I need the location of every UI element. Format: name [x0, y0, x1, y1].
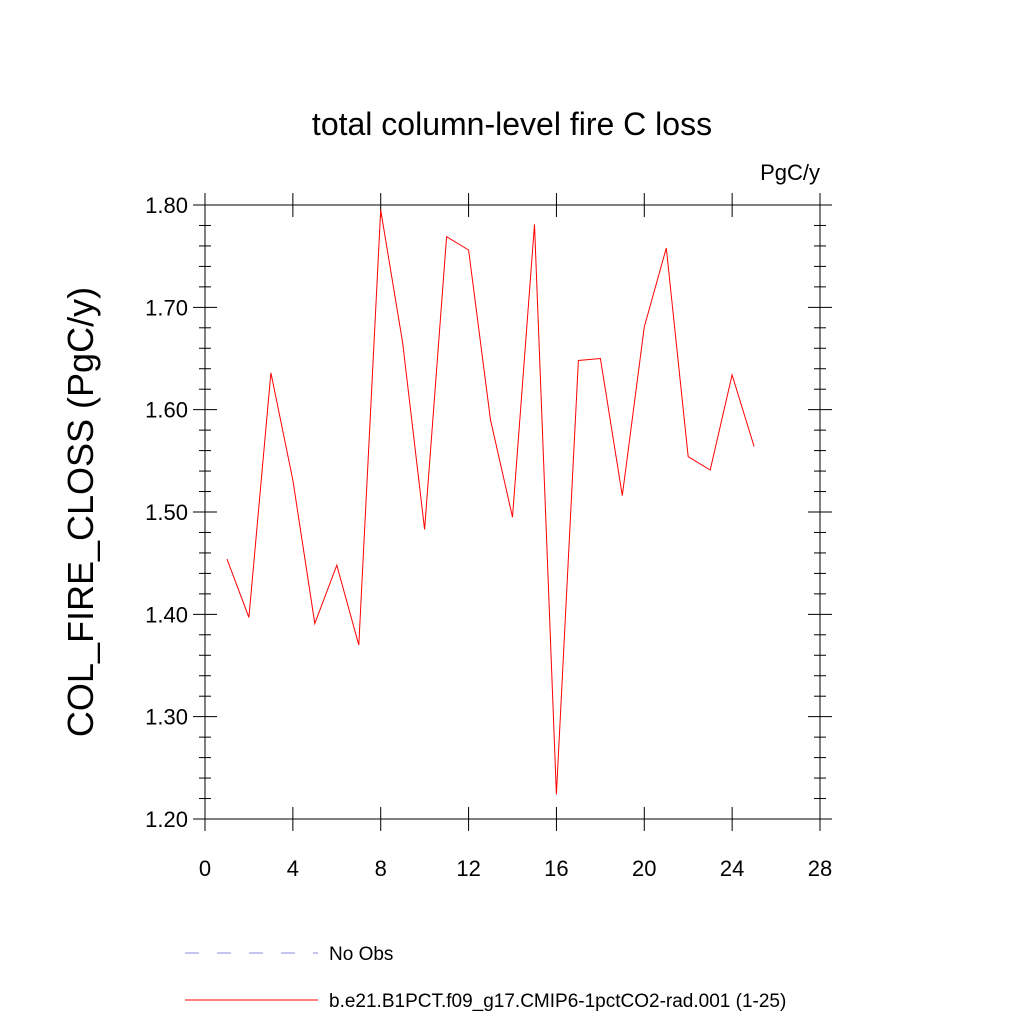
y-tick-label: 1.20 — [145, 807, 188, 832]
y-tick-label: 1.40 — [145, 602, 188, 627]
x-tick-label: 20 — [632, 856, 656, 881]
x-tick-label: 12 — [456, 856, 480, 881]
y-tick-label: 1.80 — [145, 193, 188, 218]
y-tick-label: 1.70 — [145, 295, 188, 320]
series-layer — [226, 210, 755, 795]
x-tick-label: 0 — [199, 856, 211, 881]
legend: No Obs b.e21.B1PCT.f09_g17.CMIP6-1pctCO2-… — [185, 944, 786, 1012]
axes: 1.20 1.30 1.40 1.50 1.60 1.70 1.80 0 4 8 12 16 20 24 2… — [145, 193, 832, 881]
x-tick-label: 24 — [720, 856, 744, 881]
y-tick-label: 1.60 — [145, 398, 188, 423]
x-tick-label: 28 — [808, 856, 832, 881]
series-line — [226, 210, 755, 795]
x-tick-label: 4 — [287, 856, 299, 881]
legend-label: b.e21.B1PCT.f09_g17.CMIP6-1pctCO2-rad.00… — [329, 991, 786, 1012]
y-tick-label: 1.50 — [145, 500, 188, 525]
x-tick-label: 8 — [375, 856, 387, 881]
y-axis-label: COL_FIRE_CLOSS (PgC/y) — [60, 287, 101, 737]
legend-label: No Obs — [329, 944, 393, 965]
units-label: PgC/y — [760, 160, 820, 185]
x-tick-label: 16 — [544, 856, 568, 881]
chart-title: total column-level fire C loss — [312, 106, 712, 142]
y-tick-label: 1.30 — [145, 705, 188, 730]
